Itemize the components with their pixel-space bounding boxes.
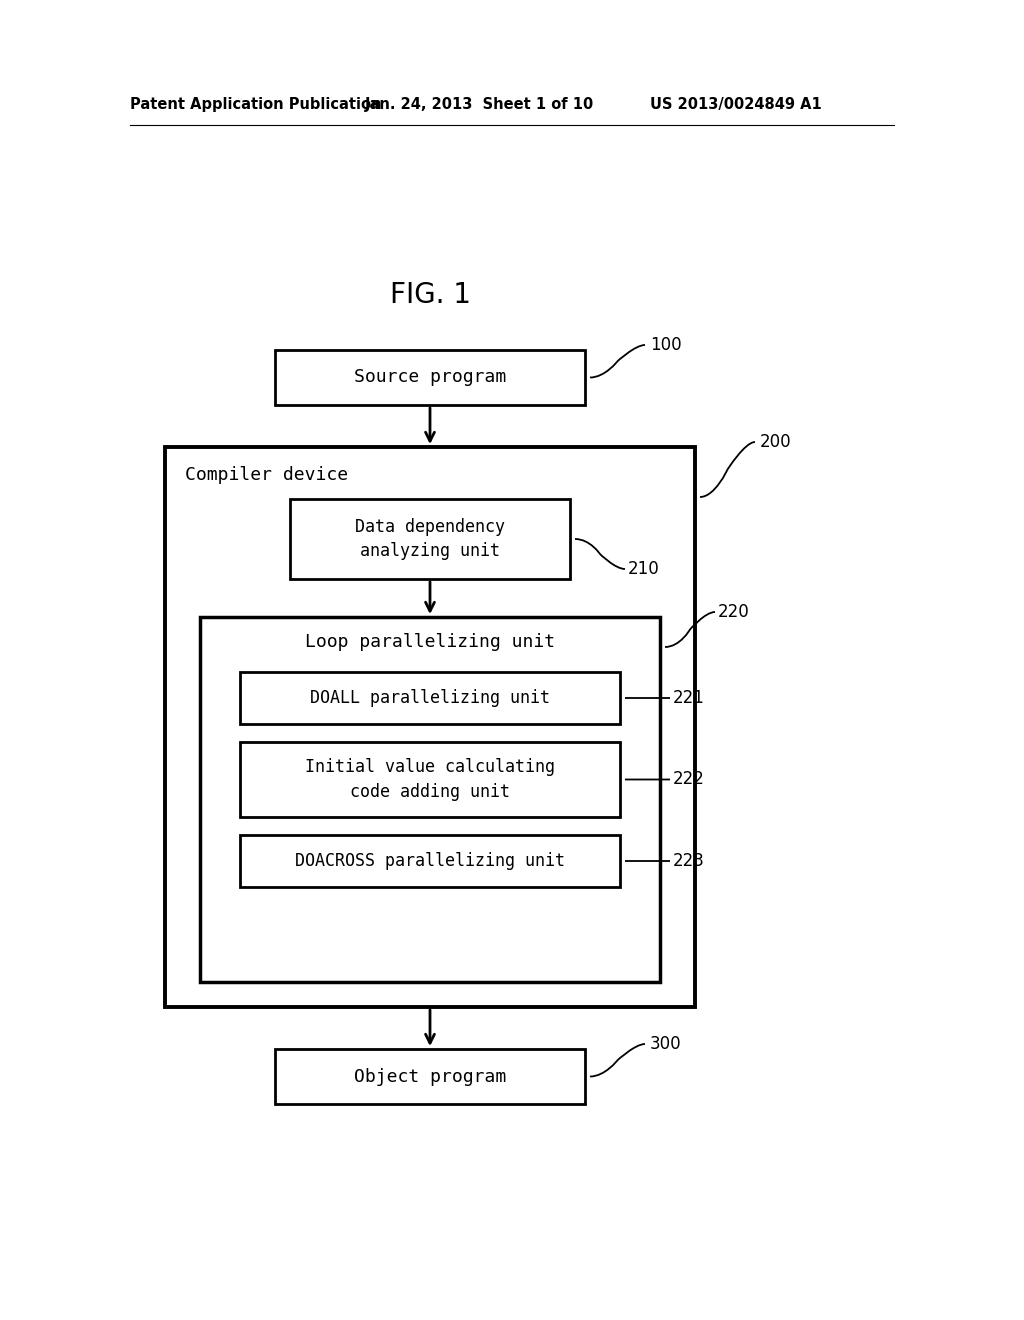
Text: Jan. 24, 2013  Sheet 1 of 10: Jan. 24, 2013 Sheet 1 of 10 <box>365 98 594 112</box>
Text: 223: 223 <box>673 851 705 870</box>
Text: FIG. 1: FIG. 1 <box>389 281 470 309</box>
Text: 210: 210 <box>628 560 659 578</box>
Text: Compiler device: Compiler device <box>185 466 348 484</box>
Text: 221: 221 <box>673 689 705 708</box>
Bar <box>275 1049 585 1104</box>
Text: 220: 220 <box>718 603 750 620</box>
Text: 200: 200 <box>760 433 792 451</box>
Text: DOACROSS parallelizing unit: DOACROSS parallelizing unit <box>295 851 565 870</box>
Text: US 2013/0024849 A1: US 2013/0024849 A1 <box>650 98 821 112</box>
Text: Source program: Source program <box>354 368 506 387</box>
Text: DOALL parallelizing unit: DOALL parallelizing unit <box>310 689 550 708</box>
Bar <box>240 742 620 817</box>
Text: Data dependency
analyzing unit: Data dependency analyzing unit <box>355 517 505 561</box>
Text: Loop parallelizing unit: Loop parallelizing unit <box>305 634 555 651</box>
Bar <box>240 836 620 887</box>
Bar <box>275 350 585 405</box>
Bar <box>240 672 620 723</box>
Text: 222: 222 <box>673 771 705 788</box>
Text: Object program: Object program <box>354 1068 506 1085</box>
Bar <box>200 616 660 982</box>
Text: 100: 100 <box>650 337 682 354</box>
Text: Initial value calculating
code adding unit: Initial value calculating code adding un… <box>305 758 555 801</box>
Text: Patent Application Publication: Patent Application Publication <box>130 98 382 112</box>
Bar <box>290 499 570 579</box>
Bar <box>165 447 695 1007</box>
Text: 300: 300 <box>650 1035 682 1053</box>
